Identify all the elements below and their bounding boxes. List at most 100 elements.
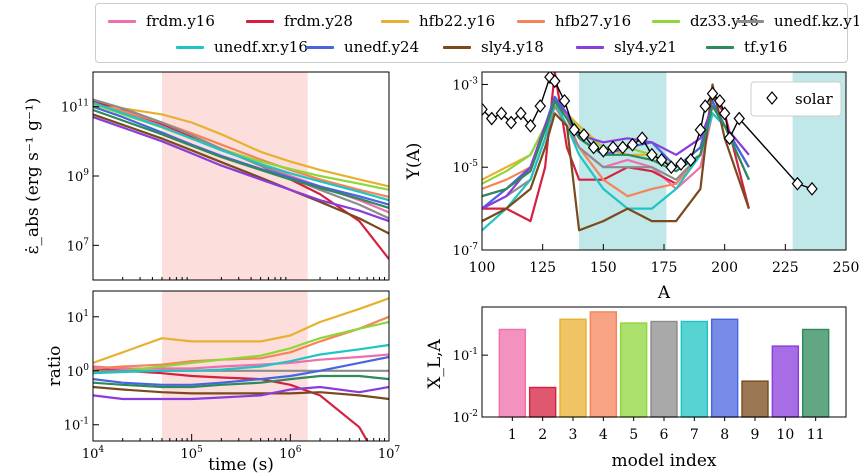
bar <box>801 328 830 418</box>
solar-marker <box>482 102 488 117</box>
series-line <box>93 104 389 198</box>
y-tick-label: 10-3 <box>453 76 479 93</box>
x-tick-label: 107 <box>378 445 401 462</box>
solar-legend-label: solar <box>795 90 833 108</box>
solar-legend-marker <box>766 91 778 105</box>
legend-item: hfb22.y16 <box>381 10 495 32</box>
x-tick-label: 150 <box>590 260 617 276</box>
x-tick-label: 6 <box>660 427 669 443</box>
series-line <box>93 315 389 370</box>
solar-legend-box <box>750 81 842 117</box>
solar-marker <box>587 140 600 155</box>
legend-item: tf.y16 <box>706 36 787 58</box>
legend-swatch <box>736 19 764 23</box>
x-tick-label: 175 <box>651 260 678 276</box>
x-tick-label: 10 <box>776 427 794 443</box>
series-line <box>482 99 750 210</box>
x-tick-label: 4 <box>599 427 608 443</box>
legend-item: unedf.y24 <box>306 36 419 58</box>
x-tick-label: 106 <box>279 445 302 462</box>
solar-marker <box>524 118 537 133</box>
solar-marker <box>699 99 712 114</box>
legend-swatch <box>381 19 409 23</box>
solar-marker <box>485 111 498 126</box>
x-tick-label: 8 <box>720 427 729 443</box>
legend-swatch <box>706 45 734 49</box>
legend-swatch <box>517 19 545 23</box>
x-tick-label: 7 <box>690 427 699 443</box>
solar-marker <box>684 153 697 167</box>
x-tick-label: 100 <box>469 260 496 276</box>
y-tick-label: 1011 <box>61 99 89 116</box>
legend-swatch <box>652 19 680 23</box>
legend-label: tf.y16 <box>744 38 788 56</box>
legend-label: frdm.y28 <box>284 12 353 30</box>
y-tick-label: 10-1 <box>453 347 478 364</box>
legend-label: hfb27.y16 <box>555 12 632 30</box>
x-tick-label: 11 <box>807 427 825 443</box>
solar-marker <box>568 122 580 137</box>
y-tick-label: 10-1 <box>64 417 89 434</box>
x-tick-label: 200 <box>711 260 738 276</box>
legend-label: sly4.y18 <box>481 38 544 56</box>
y-tick-label: 109 <box>67 168 90 185</box>
solar-marker <box>597 143 610 158</box>
series-line <box>93 385 389 401</box>
legend-item: sly4.y18 <box>443 36 544 58</box>
legend-item: unedf.kz.y16 <box>736 10 859 32</box>
legend-item: dz33.y16 <box>652 10 759 32</box>
bar <box>710 318 739 418</box>
y-axis-label: X_L,A <box>425 338 445 388</box>
y-tick-label: 107 <box>67 237 90 254</box>
legend-swatch <box>176 45 204 49</box>
legend-item: frdm.y16 <box>108 10 215 32</box>
bar-frame <box>481 306 847 418</box>
y-tick-label: 101 <box>67 309 89 326</box>
bar <box>528 386 557 418</box>
solar-marker <box>495 106 508 121</box>
series-line <box>93 320 389 375</box>
ratio-frame <box>92 290 390 442</box>
solar-marker <box>505 115 517 130</box>
solar-marker <box>733 111 746 126</box>
solar-marker <box>675 157 687 171</box>
bar <box>559 318 587 418</box>
legend-swatch <box>246 19 274 23</box>
solar-marker <box>534 99 547 114</box>
x-tick-label: 125 <box>529 260 556 276</box>
legend: frdm.y16 frdm.y28 hfb22.y16 hfb27.y16 dz33.y… <box>95 3 859 63</box>
x-tick-label: 3 <box>569 427 578 443</box>
bar <box>619 322 648 418</box>
solar-marker <box>714 93 726 108</box>
x-axis-label: time (s) <box>208 455 274 474</box>
y-tick-label: 10-7 <box>453 242 479 259</box>
bar <box>589 311 618 418</box>
solar-marker <box>806 181 818 196</box>
heating-rate-plot-area <box>93 72 389 280</box>
solar-marker <box>515 106 527 121</box>
bar <box>650 320 678 418</box>
y-axis-label: Y(A) <box>404 143 424 181</box>
bar <box>498 328 527 418</box>
y-axis-label: ratio <box>45 346 65 387</box>
x-axis-label: A <box>657 283 671 303</box>
bar <box>680 320 709 418</box>
series-line <box>93 108 389 209</box>
solar-marker <box>791 176 804 191</box>
solar-marker <box>549 74 561 89</box>
series-line <box>93 105 389 188</box>
legend-label: unedf.xr.y16 <box>214 38 308 56</box>
x-tick-label: 225 <box>772 260 799 276</box>
x-tick-label: 104 <box>82 445 105 462</box>
solar-marker <box>723 131 736 146</box>
x-tick-label: 1 <box>508 427 517 443</box>
legend-swatch <box>443 45 471 49</box>
solar-marker <box>607 140 619 155</box>
series-line <box>93 101 389 202</box>
legend-swatch <box>108 19 136 23</box>
x-axis-label: model index <box>611 451 716 471</box>
legend-item: sly4.y21 <box>576 36 677 58</box>
x-tick-label: 105 <box>181 445 204 462</box>
x-tick-label: 5 <box>629 427 638 443</box>
